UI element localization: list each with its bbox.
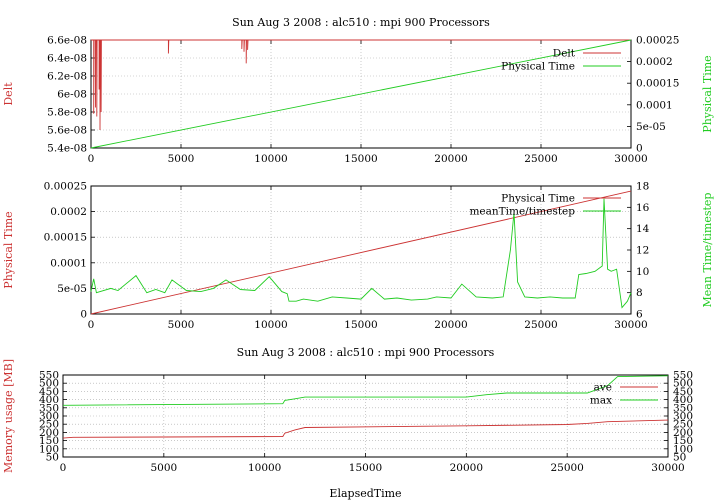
legend-label: meanTime/timestep <box>469 206 575 218</box>
legend-label: ave <box>594 382 612 394</box>
x-tick-label: 20000 <box>434 319 467 331</box>
y2-tick-label: 12 <box>636 245 649 257</box>
x-tick-label: 30000 <box>614 319 647 331</box>
series-line-2 <box>90 39 632 149</box>
y2-tick-label: 400 <box>673 394 693 406</box>
y-tick-label: 5e-05 <box>57 283 87 295</box>
y-tick-label: 5.6e-08 <box>47 125 87 137</box>
y2-tick-label: 500 <box>673 378 693 390</box>
x-axis-label: ElapsedTime <box>329 487 401 500</box>
y2-tick-label: 6 <box>636 309 643 321</box>
series-line-1 <box>62 419 669 439</box>
y2-tick-label: 350 <box>673 402 693 414</box>
y2-tick-label: 0 <box>636 143 643 155</box>
y-axis-label: Delt <box>2 82 15 106</box>
y-tick-label: 300 <box>39 411 59 423</box>
y2-tick-label: 50 <box>673 452 686 464</box>
y2-tick-label: 0.0001 <box>636 99 673 111</box>
x-tick-label: 20000 <box>434 153 467 165</box>
y2-tick-label: 10 <box>636 266 649 278</box>
y2-tick-label: 0.0002 <box>636 56 673 68</box>
x-tick-label: 30000 <box>614 153 647 165</box>
y-tick-label: 50 <box>46 452 59 464</box>
x-tick-label: 15000 <box>344 153 377 165</box>
y2-axis-label: Physical Time <box>701 55 714 132</box>
y-axis-label: Memory usage [MB] <box>2 359 15 473</box>
y2-tick-label: 550 <box>673 370 693 382</box>
y-tick-label: 0.0002 <box>50 206 87 218</box>
x-tick-label: 10000 <box>254 319 287 331</box>
y2-tick-label: 250 <box>673 419 693 431</box>
x-tick-label: 5000 <box>168 319 195 331</box>
y2-tick-label: 0.00015 <box>636 78 679 90</box>
y2-tick-label: 150 <box>673 435 693 447</box>
y2-tick-label: 200 <box>673 427 693 439</box>
x-tick-label: 15000 <box>344 319 377 331</box>
chart-3: 0 5000 10000 15000 20000 25000 300005010015020… <box>2 346 693 500</box>
x-tick-label: 10000 <box>254 153 287 165</box>
y-tick-label: 5.8e-08 <box>47 107 87 119</box>
y2-tick-label: 8 <box>636 287 643 299</box>
y-tick-label: 550 <box>39 370 59 382</box>
y-tick-label: 250 <box>39 419 59 431</box>
y2-tick-label: 5e-05 <box>636 121 666 133</box>
y2-tick-label: 14 <box>636 223 650 235</box>
y2-tick-label: 300 <box>673 411 693 423</box>
x-tick-label: 0 <box>88 153 95 165</box>
x-tick-label: 25000 <box>524 319 557 331</box>
x-tick-label: 25000 <box>524 153 557 165</box>
y2-tick-label: 450 <box>673 386 693 398</box>
y-tick-label: 0.00015 <box>44 232 87 244</box>
y-tick-label: 6.4e-08 <box>47 53 87 65</box>
y-tick-label: 6e-08 <box>57 89 87 101</box>
chart-title: Sun Aug 3 2008 : alc510 : mpi 900 Proces… <box>237 346 495 359</box>
legend-label: Delt <box>553 48 576 60</box>
y2-tick-label: 100 <box>673 443 693 455</box>
x-tick-label: 0 <box>60 462 67 474</box>
series-line-1 <box>90 190 632 315</box>
grid <box>63 375 668 457</box>
x-tick-label: 20000 <box>450 462 483 474</box>
x-tick-label: 15000 <box>349 462 382 474</box>
x-tick-label: 25000 <box>550 462 583 474</box>
x-tick-label: 5000 <box>168 153 195 165</box>
series-line-2 <box>90 198 632 309</box>
chart-title: Sun Aug 3 2008 : alc510 : mpi 900 Proces… <box>232 16 490 29</box>
y-axis-label: Physical Time <box>2 211 15 288</box>
x-tick-label: 5000 <box>150 462 177 474</box>
y-tick-label: 200 <box>39 427 59 439</box>
y-tick-label: 450 <box>39 386 59 398</box>
y2-tick-label: 0.00025 <box>636 35 679 47</box>
y-tick-label: 500 <box>39 378 59 390</box>
y2-tick-label: 16 <box>636 202 650 214</box>
series-line-1 <box>91 39 631 131</box>
y-tick-label: 6.2e-08 <box>47 71 87 83</box>
y-tick-label: 400 <box>39 394 59 406</box>
legend-label: Physical Time <box>501 61 575 73</box>
y-tick-label: 5.4e-08 <box>47 143 87 155</box>
y2-axis-label: Mean Time/timestep <box>701 193 714 308</box>
legend-label: Physical Time <box>501 193 575 205</box>
legend-label: max <box>590 395 612 407</box>
y-tick-label: 0 <box>80 309 87 321</box>
y-tick-label: 350 <box>39 402 59 414</box>
y-tick-label: 0.0001 <box>50 257 87 269</box>
x-tick-label: 0 <box>88 319 95 331</box>
series-line-2 <box>62 375 669 406</box>
y2-tick-label: 18 <box>636 181 649 193</box>
y-tick-label: 100 <box>39 443 59 455</box>
x-tick-label: 30000 <box>651 462 684 474</box>
x-tick-label: 10000 <box>248 462 281 474</box>
y-tick-label: 150 <box>39 435 59 447</box>
chart-2: 0 5000 10000 15000 20000 25000 30000 0 5e-05 0.00… <box>2 181 714 332</box>
y-tick-label: 0.00025 <box>44 181 87 193</box>
y-tick-label: 6.6e-08 <box>47 35 87 47</box>
chart-1: 0 5000 10000 15000 20000 25000 30000 5.4e-08 5.6… <box>2 16 714 165</box>
